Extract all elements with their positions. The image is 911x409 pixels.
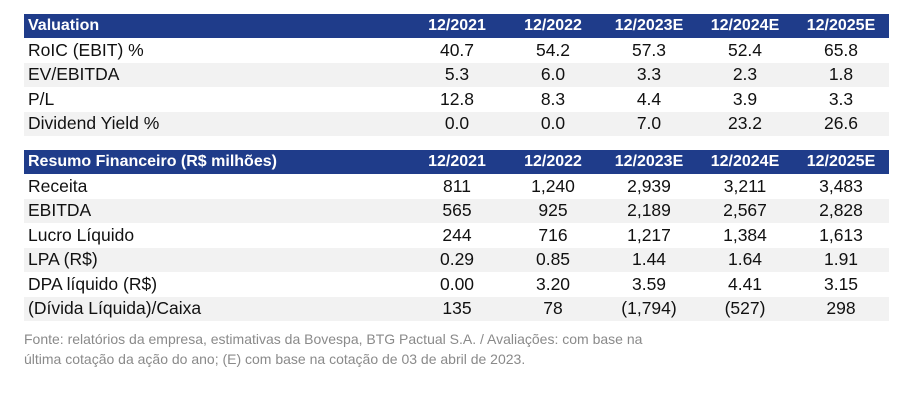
table-cell: 0.85 [505,247,601,272]
table-row: RoIC (EBIT) % 40.7 54.2 57.3 52.4 65.8 [24,38,889,63]
row-label: RoIC (EBIT) % [28,39,144,60]
table-cell: 40.7 [439,39,475,60]
column-header: 12/2025E [793,150,889,174]
table-cell: 0.00 [439,273,475,294]
column-header: 12/2021 [409,14,505,38]
table-cell: 78 [505,296,601,321]
table-cell: 3.15 [823,273,859,294]
row-label: P/L [28,88,55,109]
table-cell: 7.0 [601,111,697,136]
footnote-line: Fonte: relatórios da empresa, estimativa… [24,331,643,347]
table-cell: 3,211 [723,175,767,196]
table-cell: 8.3 [540,88,566,109]
table-cell: 1.91 [793,247,889,272]
row-label: Lucro Líquido [28,224,135,245]
table-row: (Dívida Líquida)/Caixa 135 78 (1,794) (5… [24,296,889,321]
table-cell: 565 [409,198,505,223]
column-header: 12/2025E [793,14,889,38]
column-header: 12/2022 [505,14,601,38]
table-row: DPA líquido (R$) 0.00 3.20 3.59 4.41 3.1… [24,272,889,297]
table-cell: 6.0 [505,62,601,87]
table-cell: 57.3 [631,39,667,60]
table-cell: 135 [409,296,505,321]
row-label: (Dívida Líquida)/Caixa [24,296,409,321]
table-cell: 0.0 [505,111,601,136]
table-row: P/L 12.8 8.3 4.4 3.9 3.3 [24,87,889,112]
row-label: DPA líquido (R$) [28,273,158,294]
table-cell: 1.64 [697,247,793,272]
table-cell: 26.6 [793,111,889,136]
row-label: Dividend Yield % [24,111,409,136]
row-label: LPA (R$) [24,247,409,272]
table-cell: 0.0 [409,111,505,136]
table-cell: 3.9 [732,88,758,109]
table-row: EV/EBITDA 5.3 6.0 3.3 2.3 1.8 [24,62,889,87]
row-label: EV/EBITDA [24,62,409,87]
table-row: LPA (R$) 0.29 0.85 1.44 1.64 1.91 [24,247,889,272]
table-cell: 1.44 [601,247,697,272]
table-cell: 65.8 [823,39,859,60]
table-cell: 1,217 [627,224,671,245]
table-cell: 2,828 [793,198,889,223]
column-header: 12/2023E [601,150,697,174]
table-cell: 5.3 [409,62,505,87]
table-cell: 3.3 [828,88,854,109]
resumo-title: Resumo Financeiro (R$ milhões) [24,150,409,174]
table-cell: 3,483 [819,175,863,196]
table-cell: 4.4 [636,88,662,109]
table-cell: 3.59 [631,273,667,294]
row-label: Receita [28,175,88,196]
table-cell: 3.20 [535,273,571,294]
table-row: Receita 811 1,240 2,939 3,211 3,483 [24,174,889,199]
table-cell: 925 [505,198,601,223]
resumo-header-row: Resumo Financeiro (R$ milhões) 12/2021 1… [24,150,889,174]
column-header: 12/2023E [601,14,697,38]
table-row: Lucro Líquido 244 716 1,217 1,384 1,613 [24,223,889,248]
valuation-header-row: Valuation 12/2021 12/2022 12/2023E 12/20… [24,14,889,38]
valuation-title: Valuation [24,14,409,38]
row-label: EBITDA [24,198,409,223]
column-header: 12/2024E [697,150,793,174]
table-cell: 4.41 [727,273,763,294]
source-footnote: Fonte: relatórios da empresa, estimativa… [24,329,889,369]
table-cell: 0.29 [409,247,505,272]
table-cell: 1,613 [819,224,863,245]
resumo-financeiro-table: Resumo Financeiro (R$ milhões) 12/2021 1… [24,150,889,321]
table-cell: 811 [443,175,471,196]
table-cell: 12.8 [439,88,475,109]
table-row: EBITDA 565 925 2,189 2,567 2,828 [24,198,889,223]
valuation-table: Valuation 12/2021 12/2022 12/2023E 12/20… [24,14,889,136]
table-cell: 2.3 [697,62,793,87]
table-cell: 2,939 [627,175,671,196]
table-cell: 298 [793,296,889,321]
table-cell: 1,240 [531,175,575,196]
table-cell: 1,384 [723,224,767,245]
table-cell: 54.2 [535,39,571,60]
table-cell: 1.8 [793,62,889,87]
table-cell: 3.3 [601,62,697,87]
table-spacer [24,136,889,150]
column-header: 12/2022 [505,150,601,174]
column-header: 12/2024E [697,14,793,38]
table-cell: 52.4 [727,39,763,60]
table-cell: 23.2 [697,111,793,136]
table-cell: 2,189 [601,198,697,223]
financial-tables: Valuation 12/2021 12/2022 12/2023E 12/20… [24,14,889,369]
table-cell: (527) [697,296,793,321]
column-header: 12/2021 [409,150,505,174]
table-cell: 716 [538,224,568,245]
table-row: Dividend Yield % 0.0 0.0 7.0 23.2 26.6 [24,111,889,136]
footnote-line: última cotação da ação do ano; (E) com b… [24,351,526,367]
table-cell: 2,567 [697,198,793,223]
table-cell: (1,794) [601,296,697,321]
table-cell: 244 [442,224,472,245]
